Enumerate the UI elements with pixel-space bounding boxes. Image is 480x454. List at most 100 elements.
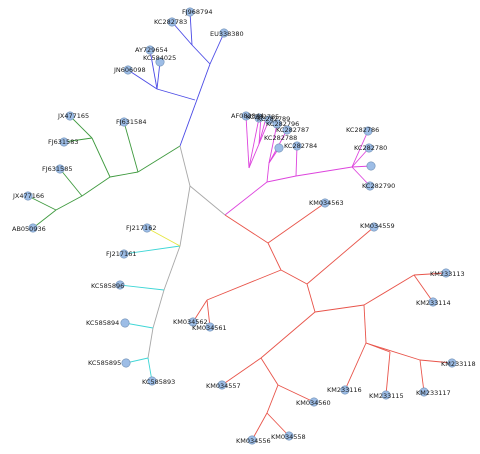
leaf-node: [320, 198, 330, 208]
taxon-label: EU338380: [210, 30, 244, 38]
leaf-node: [121, 358, 131, 368]
cyan-clade-branch: [124, 322, 154, 329]
leaf-node: [167, 17, 177, 27]
blue-clade-branch: [156, 88, 196, 101]
leaf-nodes: [23, 7, 457, 445]
taxon-label: KC282786: [346, 126, 379, 134]
taxon-label: FJ631585: [42, 165, 72, 173]
red-clade-branch: [251, 412, 268, 441]
taxon-label: KC282789: [257, 115, 290, 123]
red-clade-branch: [280, 269, 308, 285]
leaf-node: [23, 191, 33, 201]
leaf-node: [219, 28, 229, 38]
tree-branches: [27, 11, 453, 441]
taxon-label: KM034558: [271, 433, 306, 441]
leaf-node: [264, 115, 274, 125]
taxon-label: KC282788: [264, 134, 297, 142]
leaf-node: [274, 143, 284, 153]
leaf-node: [185, 7, 195, 17]
taxon-label: KM233114: [416, 299, 451, 307]
leaf-node: [428, 297, 438, 307]
taxon-label: JX477166: [12, 192, 44, 200]
leaf-node: [188, 317, 198, 327]
yellow-branch-branch: [146, 227, 181, 247]
blue-clade-branch: [156, 61, 161, 90]
taxon-label: KM233116: [327, 386, 362, 394]
leaf-node: [419, 387, 429, 397]
red-clade-branch: [413, 274, 434, 303]
cyan-clade-branch: [123, 245, 181, 255]
leaf-node: [364, 143, 374, 153]
taxon-label: KC585896: [91, 282, 124, 290]
taxon-label: KC585894: [86, 319, 119, 327]
leaf-node: [247, 435, 257, 445]
taxon-label: KM034560: [296, 399, 331, 407]
leaf-node: [292, 141, 302, 151]
taxon-label: KM034561: [192, 324, 227, 332]
taxon-label: AB050936: [12, 225, 46, 233]
gray-backbone-branch: [179, 185, 191, 247]
leaf-node: [282, 125, 292, 135]
cyan-clade-branch: [119, 284, 165, 291]
red-clade-branch: [419, 359, 425, 393]
leaf-node: [381, 390, 391, 400]
taxon-label: JX477165: [57, 112, 89, 120]
taxon-label: KC282783: [154, 18, 187, 26]
taxon-label: FJ631584: [116, 118, 146, 126]
taxon-label: KC282796: [266, 120, 299, 128]
blue-clade-branch: [171, 21, 193, 46]
blue-clade-branch: [179, 63, 211, 147]
blue-clade-branch: [149, 49, 158, 90]
taxon-label: KC584025: [143, 54, 176, 62]
taxon-label: FJ217161: [106, 250, 136, 258]
red-clade-branch: [365, 342, 421, 361]
leaf-node: [147, 376, 157, 386]
leaf-node: [241, 111, 251, 121]
leaf-node: [119, 117, 129, 127]
leaf-node: [340, 385, 350, 395]
magenta-clade-branch: [245, 115, 250, 169]
leaf-node: [123, 65, 133, 75]
leaf-node: [447, 358, 457, 368]
red-clade-branch: [344, 342, 367, 391]
gray-backbone-branch: [163, 245, 181, 291]
green-clade-branch: [59, 168, 83, 197]
taxon-label: KM233117: [416, 389, 451, 397]
leaf-node: [366, 161, 376, 171]
taxon-label: JN606098: [113, 66, 146, 74]
red-clade-branch: [206, 299, 211, 328]
taxon-label: AF082844: [231, 112, 264, 120]
green-clade-branch: [137, 145, 181, 173]
leaf-node: [65, 111, 75, 121]
magenta-clade-branch: [248, 117, 260, 169]
blue-clade-branch: [189, 11, 193, 46]
taxon-label: KM233113: [430, 270, 465, 278]
red-clade-branch: [385, 351, 391, 396]
leaf-node: [142, 223, 152, 233]
taxon-label: KM034557: [206, 382, 241, 390]
taxon-label: KM233115: [369, 392, 404, 400]
red-clade-branch: [363, 274, 415, 306]
magenta-clade-branch: [351, 130, 369, 168]
leaf-node: [309, 397, 319, 407]
green-clade-branch: [81, 176, 111, 197]
gray-backbone-branch: [147, 327, 154, 359]
leaf-node: [284, 431, 294, 441]
leaf-node: [55, 164, 65, 174]
red-clade-branch: [260, 357, 279, 386]
taxon-label: KC585893: [142, 378, 175, 386]
leaf-node: [145, 45, 155, 55]
green-clade-branch: [63, 137, 93, 143]
red-clade-branch: [266, 384, 279, 414]
red-clade-branch: [314, 304, 365, 313]
leaf-node: [365, 181, 375, 191]
red-clade-branch: [419, 359, 453, 364]
red-clade-branch: [206, 269, 282, 301]
taxon-label: KM034562: [173, 318, 208, 326]
leaf-node: [115, 280, 125, 290]
leaf-node: [155, 57, 165, 67]
blue-clade-branch: [127, 69, 158, 90]
blue-clade-branch: [209, 32, 225, 65]
taxon-label: KC282790: [362, 182, 395, 190]
magenta-clade-branch: [268, 123, 278, 164]
